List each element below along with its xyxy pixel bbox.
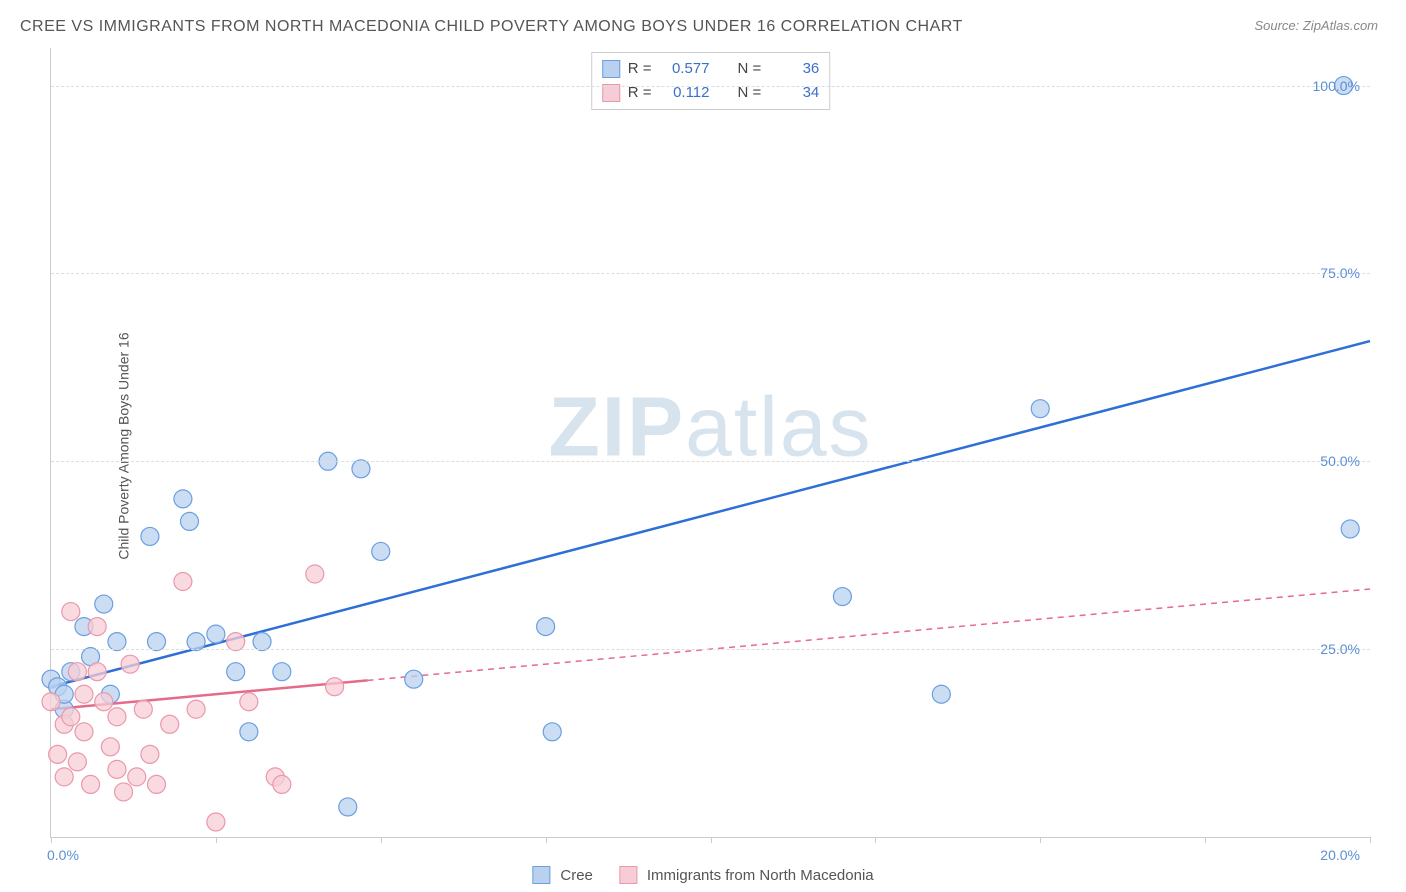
- xtick: [1370, 837, 1371, 843]
- xtick: [216, 837, 217, 843]
- gridline: [51, 649, 1370, 650]
- ytick-label: 25.0%: [1320, 641, 1360, 657]
- xtick: [875, 837, 876, 843]
- legend-label-imm: Immigrants from North Macedonia: [647, 867, 874, 884]
- plot-area: ZIPatlas R = 0.577 N = 36 R = 0.112 N = …: [50, 48, 1370, 838]
- xtick: [711, 837, 712, 843]
- ytick-label: 50.0%: [1320, 453, 1360, 469]
- bottom-legend: Cree Immigrants from North Macedonia: [532, 866, 873, 884]
- xtick: [1040, 837, 1041, 843]
- xtick-label: 0.0%: [47, 847, 79, 863]
- xtick: [1205, 837, 1206, 843]
- xtick: [546, 837, 547, 843]
- xtick-label: 20.0%: [1320, 847, 1360, 863]
- scatter-svg: [51, 48, 1370, 837]
- gridline: [51, 461, 1370, 462]
- legend-swatch-imm-icon: [619, 866, 637, 884]
- legend-label-cree: Cree: [560, 867, 593, 884]
- xtick: [51, 837, 52, 843]
- gridline: [51, 86, 1370, 87]
- ytick-label: 100.0%: [1313, 78, 1360, 94]
- chart-title: CREE VS IMMIGRANTS FROM NORTH MACEDONIA …: [20, 18, 963, 36]
- source-label: Source: ZipAtlas.com: [1254, 18, 1378, 33]
- legend-swatch-cree-icon: [532, 866, 550, 884]
- gridline: [51, 273, 1370, 274]
- ytick-label: 75.0%: [1320, 265, 1360, 281]
- xtick: [381, 837, 382, 843]
